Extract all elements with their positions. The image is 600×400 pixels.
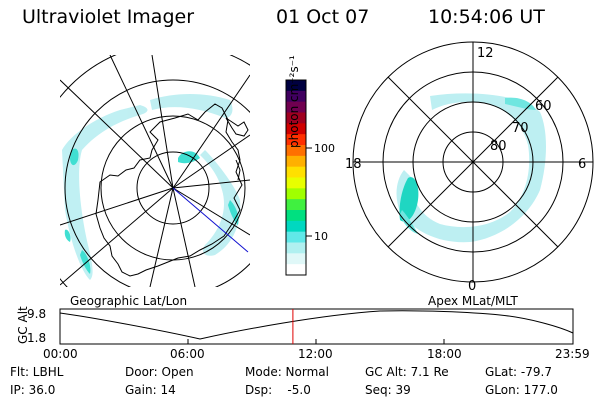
altitude-xticks — [187, 339, 445, 344]
xtick-2359: 23:59 — [555, 347, 590, 361]
aurora-bright — [64, 148, 239, 274]
polar-map: 12 18 6 0 60 70 80 — [345, 41, 594, 294]
status-ip: IP: 36.0 — [10, 383, 55, 397]
colorbar-segment — [286, 210, 306, 222]
status-glon: GLon: 177.0 — [485, 383, 558, 397]
colorbar-segment — [286, 188, 306, 200]
colorbar-segment — [286, 80, 306, 92]
colorbar-ticks: 100 10 — [306, 142, 335, 243]
date-readout: 01 Oct 07 — [276, 6, 370, 28]
colorbar-segment — [286, 177, 306, 189]
xtick-1200: 12:00 — [298, 347, 333, 361]
geographic-map — [60, 55, 250, 287]
status-block: Flt: LBHL Door: Open Mode: Normal GC Alt… — [10, 365, 558, 397]
altitude-curve — [59, 310, 574, 340]
colorbar-tick-10: 10 — [314, 230, 328, 243]
altitude-ytick-min: 1.8 — [27, 331, 46, 345]
status-filter: Flt: LBHL — [10, 365, 64, 379]
colorbar-segment — [286, 220, 306, 233]
status-mode: Mode: Normal — [245, 365, 329, 379]
status-gc-alt: GC Alt: 7.1 Re — [365, 365, 449, 379]
coastline — [95, 103, 249, 277]
xtick-1800: 18:00 — [427, 347, 462, 361]
app-title: Ultraviolet Imager — [22, 6, 195, 28]
colorbar-segment — [286, 101, 306, 114]
subsolar-track — [172, 187, 249, 253]
colorbar-segment — [286, 145, 306, 157]
mlt-label-6: 6 — [578, 157, 586, 172]
altitude-plot: GC Alt 9.8 1.8 00:00 06:00 12:00 18:00 2… — [16, 306, 590, 361]
polar-grid-spokes — [353, 42, 593, 282]
colorbar-tick-100: 100 — [314, 142, 335, 155]
mlt-label-18: 18 — [345, 157, 362, 172]
polar-labels: 12 18 6 0 60 70 80 — [345, 46, 586, 294]
colorbar-segment — [286, 134, 306, 146]
colorbar-segment — [286, 112, 306, 124]
time-readout: 10:54:06 UT — [428, 6, 545, 28]
mlt-label-0: 0 — [468, 279, 476, 294]
altitude-ytick-max: 9.8 — [27, 307, 46, 321]
aurora-emission — [62, 94, 241, 280]
altitude-xtick-labels: 00:00 06:00 12:00 18:00 23:59 — [43, 347, 590, 361]
status-door: Door: Open — [125, 365, 194, 379]
colorbar-segment — [286, 90, 306, 103]
status-seq: Seq: 39 — [365, 383, 411, 397]
colorbar-segment — [286, 231, 306, 244]
status-dsp: Dsp: -5.0 — [245, 383, 311, 397]
colorbar-segment — [286, 166, 306, 179]
polar-aurora — [396, 93, 546, 243]
lat-label-60: 60 — [535, 99, 552, 114]
colorbar-segment — [286, 199, 306, 211]
meridians — [60, 55, 250, 287]
colorbar-segment — [286, 264, 306, 276]
colorbar-segment — [286, 155, 306, 168]
geographic-map-label: Geographic Lat/Lon — [70, 294, 187, 308]
polar-map-label: Apex MLat/MLT — [428, 294, 518, 308]
lat-label-70: 70 — [512, 121, 529, 136]
colorbar — [285, 79, 307, 276]
status-glat: GLat: -79.7 — [485, 365, 552, 379]
altitude-ylabel: GC Alt — [16, 306, 30, 344]
xtick-0600: 06:00 — [170, 347, 205, 361]
colorbar-segment — [286, 242, 306, 254]
xtick-0000: 00:00 — [43, 347, 78, 361]
colorbar-segment — [286, 253, 306, 265]
lat-label-80: 80 — [490, 139, 507, 154]
status-gain: Gain: 14 — [125, 383, 176, 397]
mlt-label-12: 12 — [477, 46, 494, 61]
colorbar-unit-label: photon cm⁻²s⁻¹ — [287, 55, 301, 148]
colorbar-frame — [285, 79, 307, 276]
colorbar-segment — [286, 123, 306, 135]
